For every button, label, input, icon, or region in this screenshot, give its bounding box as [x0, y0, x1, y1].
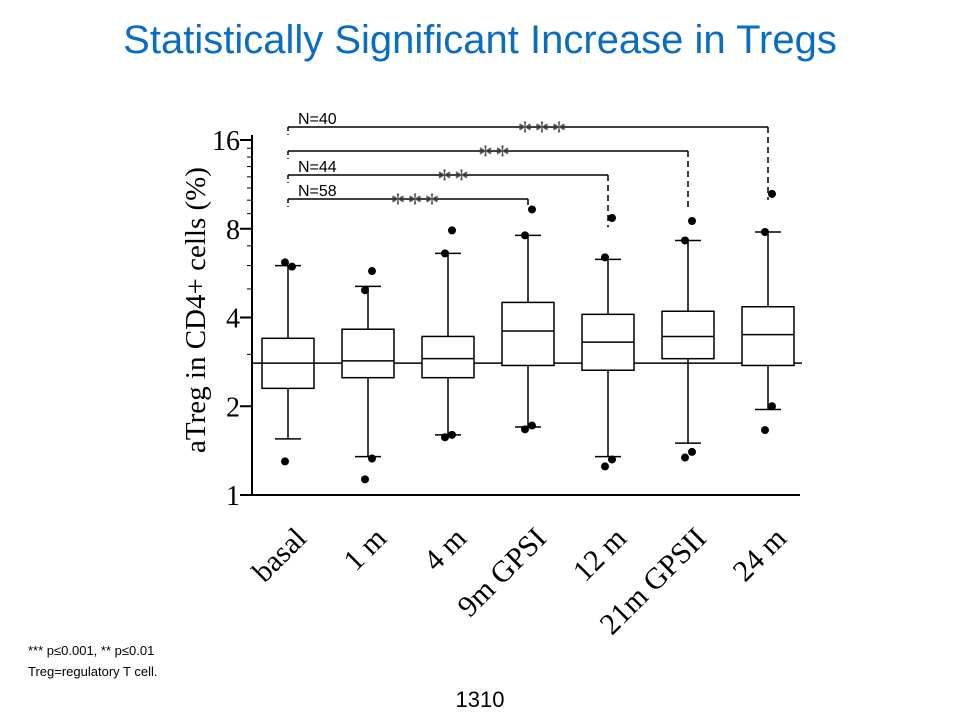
sample-size-label: N=44 — [298, 159, 337, 176]
box-9m-gpsi: 9m GPSI — [451, 205, 555, 624]
outlier-point — [681, 453, 689, 462]
significance-brackets: ***N=58 **N=44 *****N=40 — [287, 111, 769, 228]
outlier-point — [448, 430, 456, 439]
significance-bracket: ** — [287, 139, 689, 209]
outlier-point — [521, 425, 529, 434]
outlier-point — [281, 258, 289, 267]
slide-title: Statistically Significant Increase in Tr… — [123, 18, 837, 62]
outlier-point — [368, 454, 376, 463]
significance-bracket: ** N=44 — [287, 159, 609, 228]
y-tick-label: 1 — [226, 481, 240, 512]
outlier-point — [528, 205, 536, 214]
significance-stars: ** — [437, 163, 471, 196]
box-iqr — [501, 301, 555, 367]
significance-bracket: *** N=58 — [287, 183, 529, 220]
y-tick-label: 2 — [226, 392, 240, 423]
box-4-m: 4 m — [417, 226, 475, 578]
x-tick-label: 9m GPSI — [451, 522, 553, 624]
y-tick-label: 8 — [226, 215, 240, 246]
box-basal: basal — [246, 258, 315, 589]
box-21m-gpsii: 21m GPSII — [594, 216, 715, 641]
outlier-point — [601, 462, 609, 471]
outlier-point — [441, 433, 449, 442]
x-tick-label: 12 m — [567, 522, 633, 588]
x-tick-label: 24 m — [727, 522, 793, 588]
outlier-point — [681, 236, 689, 245]
y-tick-label: 16 — [212, 126, 240, 157]
significance-stars: *** — [391, 187, 442, 220]
significance-stars: ** — [478, 139, 512, 172]
outlier-point — [608, 455, 616, 464]
chart-axes: 1 2 4 8 16 — [212, 126, 802, 512]
sample-size-label: N=40 — [298, 111, 337, 128]
outlier-point — [761, 426, 769, 435]
footnote: *** p≤0.001, ** p≤0.01 Treg=regulatory T… — [28, 640, 157, 682]
significance-bracket: *** N=40 — [287, 111, 769, 200]
outlier-point — [761, 227, 769, 236]
significance-stars: *** — [518, 115, 569, 148]
outlier-point — [288, 262, 296, 271]
box-24-m: 24 m — [727, 189, 795, 588]
box-iqr — [741, 306, 795, 367]
outlier-point — [688, 447, 696, 456]
footnote-definition: Treg=regulatory T cell. — [28, 664, 158, 679]
box-1-m: 1 m — [337, 267, 395, 578]
box-iqr — [421, 335, 475, 379]
outlier-point — [608, 214, 616, 223]
outlier-point — [768, 189, 776, 198]
sample-size-label: N=58 — [298, 183, 337, 200]
y-axis-label: aTreg in CD4+ cells (%) — [180, 167, 212, 453]
box-iqr — [341, 328, 395, 379]
outlier-point — [281, 457, 289, 466]
outlier-point — [521, 231, 529, 240]
outlier-point — [361, 475, 369, 484]
box-12-m: 12 m — [567, 214, 635, 588]
outlier-point — [688, 216, 696, 225]
x-tick-label: basal — [246, 522, 313, 589]
outlier-point — [361, 286, 369, 295]
box-iqr — [661, 310, 715, 360]
y-tick-label: 4 — [226, 304, 240, 335]
outlier-point — [441, 249, 449, 258]
outlier-point — [768, 402, 776, 411]
outlier-point — [448, 226, 456, 235]
x-tick-label: 1 m — [337, 522, 393, 578]
outlier-point — [601, 253, 609, 262]
page-number: 1310 — [455, 687, 505, 712]
x-tick-label: 4 m — [417, 522, 473, 578]
footnote-significance: *** p≤0.001, ** p≤0.01 — [28, 643, 155, 658]
outlier-point — [528, 421, 536, 430]
outlier-point — [368, 267, 376, 276]
